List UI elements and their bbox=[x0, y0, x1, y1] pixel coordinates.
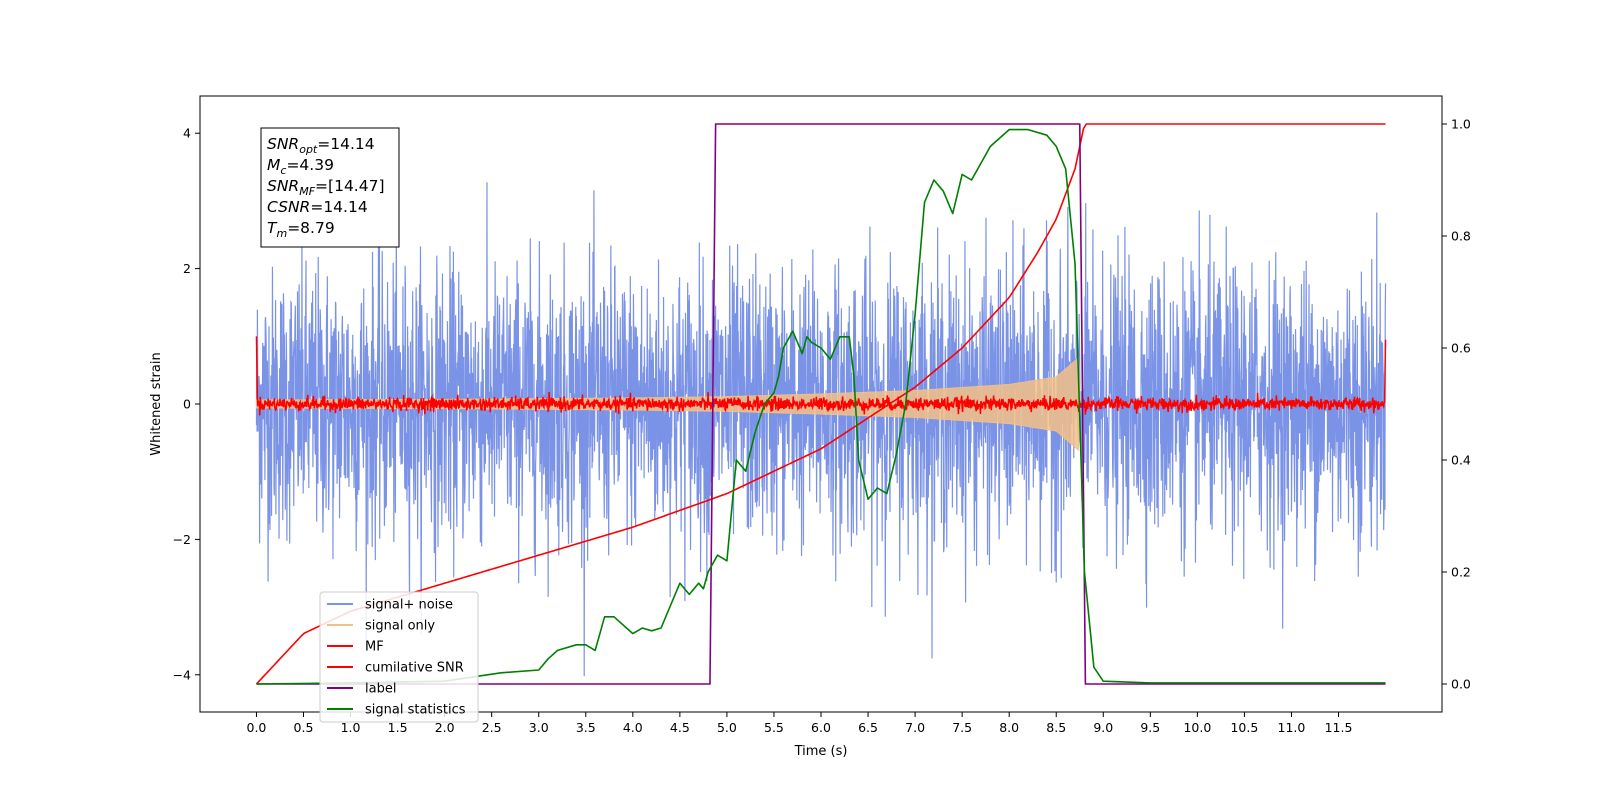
x-tick-label: 6.5 bbox=[858, 720, 878, 735]
series-signal-noise bbox=[255, 182, 1387, 677]
annotation-base: M bbox=[267, 156, 280, 174]
annotation-subscript: m bbox=[276, 227, 287, 240]
x-tick-label: 3.0 bbox=[529, 720, 549, 735]
series-signal-statistics bbox=[256, 128, 1386, 685]
x-tick-label: 7.5 bbox=[952, 720, 972, 735]
x-tick-label: 2.5 bbox=[482, 720, 502, 735]
annotation-base: T bbox=[267, 219, 278, 237]
x-tick-label: 2.0 bbox=[435, 720, 455, 735]
annotation-base: SNR bbox=[267, 177, 299, 195]
series-cumulative-snr bbox=[255, 123, 1386, 685]
x-tick-label: 9.0 bbox=[1093, 720, 1113, 735]
y-tick-label-left: 4 bbox=[183, 126, 191, 141]
x-axis-label: Time (s) bbox=[794, 744, 848, 759]
annotation-line: SNRMF=[14.47] bbox=[267, 177, 385, 198]
y-tick-label-right: 0.2 bbox=[1451, 565, 1471, 580]
y-tick-label-left: −4 bbox=[173, 667, 191, 682]
x-tick-label: 7.0 bbox=[905, 720, 925, 735]
annotation-line: Tm=8.79 bbox=[267, 219, 335, 240]
legend: signal+ noise signal only MF cumilative SNR… bbox=[319, 591, 479, 723]
x-tick-label: 11.0 bbox=[1278, 720, 1306, 735]
x-tick-label: 5.0 bbox=[717, 720, 737, 735]
annotation-base: SNR bbox=[267, 135, 299, 153]
x-tick-label: 1.5 bbox=[388, 720, 408, 735]
annotation-value: =4.39 bbox=[286, 156, 334, 174]
legend-label: label bbox=[365, 682, 396, 697]
legend-frame bbox=[319, 591, 479, 723]
plot-area bbox=[255, 123, 1387, 685]
y-tick-label-right: 0.4 bbox=[1451, 453, 1471, 468]
x-tick-label: 6.0 bbox=[811, 720, 831, 735]
y-tick-label-left: 2 bbox=[183, 261, 191, 276]
legend-label: MF bbox=[365, 640, 384, 655]
annotation-base: CSNR bbox=[267, 198, 310, 216]
y-tick-label-left: −2 bbox=[173, 532, 191, 547]
stats-annotation-box: SNRopt=14.14Mc=4.39SNRMF=[14.47]CSNR=14.… bbox=[260, 127, 400, 248]
x-tick-label: 9.5 bbox=[1140, 720, 1160, 735]
y-tick-label-right: 1.0 bbox=[1451, 117, 1471, 132]
y-tick-label-left: 0 bbox=[183, 397, 191, 412]
x-tick-label: 0.0 bbox=[247, 720, 267, 735]
series-mf bbox=[255, 336, 1387, 416]
x-tick-label: 0.5 bbox=[294, 720, 314, 735]
series-label bbox=[256, 123, 1386, 685]
annotation-value: =14.14 bbox=[310, 198, 367, 216]
annotation-line: Mc=4.39 bbox=[267, 156, 334, 177]
annotation-line: CSNR=14.14 bbox=[267, 198, 368, 216]
legend-label: signal only bbox=[365, 619, 435, 634]
x-tick-label: 5.5 bbox=[764, 720, 784, 735]
x-tick-label: 8.5 bbox=[1046, 720, 1066, 735]
axis-ticks: 0.0 0.5 1.0 1.5 2.0 2.5 3.0 3.5 4.0 4.5 5.0 5.5 6.0 6… bbox=[173, 117, 1471, 736]
x-tick-label: 4.5 bbox=[670, 720, 690, 735]
y-tick-label-right: 0.8 bbox=[1451, 229, 1471, 244]
annotation-frame bbox=[260, 127, 400, 248]
annotation-subscript: c bbox=[280, 164, 286, 177]
x-tick-label: 4.0 bbox=[623, 720, 643, 735]
annotation-subscript: opt bbox=[299, 143, 318, 156]
annotation-subscript: MF bbox=[299, 185, 315, 198]
x-tick-label: 8.0 bbox=[999, 720, 1019, 735]
y-tick-label-right: 0.0 bbox=[1451, 677, 1471, 692]
legend-label: cumilative SNR bbox=[365, 661, 464, 676]
annotation-value: =14.14 bbox=[317, 135, 374, 153]
legend-label: signal+ noise bbox=[365, 598, 453, 613]
x-tick-label: 3.5 bbox=[576, 720, 596, 735]
annotation-value: =[14.47] bbox=[315, 177, 384, 195]
x-tick-label: 10.0 bbox=[1183, 720, 1211, 735]
x-tick-label: 1.0 bbox=[341, 720, 361, 735]
annotation-value: =8.79 bbox=[287, 219, 335, 237]
legend-label: signal statistics bbox=[365, 703, 466, 718]
x-tick-label: 11.5 bbox=[1325, 720, 1353, 735]
y-axis-label-left: Whitened strain bbox=[149, 352, 164, 455]
y-tick-label-right: 0.6 bbox=[1451, 341, 1471, 356]
annotation-line: SNRopt=14.14 bbox=[267, 135, 375, 156]
x-tick-label: 10.5 bbox=[1230, 720, 1258, 735]
